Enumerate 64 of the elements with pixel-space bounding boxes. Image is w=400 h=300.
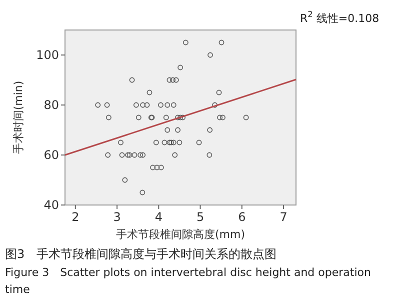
- point: [170, 77, 176, 83]
- point: [158, 164, 164, 170]
- point: [218, 40, 224, 46]
- point: [176, 140, 182, 146]
- point: [178, 114, 183, 120]
- caption: 图3 手术节段椎间隙高度与手术时间关系的散点图: [5, 247, 277, 261]
- y-axis-title: 手术时间(min): [12, 80, 25, 154]
- point: [162, 140, 168, 146]
- x-tick-label: 6: [238, 210, 246, 224]
- point: [178, 64, 183, 70]
- point: [170, 140, 176, 146]
- point: [158, 102, 164, 108]
- point: [163, 114, 169, 120]
- point: [173, 77, 179, 83]
- point: [180, 114, 186, 120]
- point: [104, 102, 110, 108]
- point: [154, 164, 160, 170]
- point: [140, 152, 146, 158]
- point: [164, 127, 170, 133]
- point: [243, 114, 249, 120]
- point: [129, 77, 135, 83]
- point: [122, 177, 128, 183]
- point: [212, 102, 218, 108]
- point: [146, 90, 152, 96]
- point: [106, 114, 112, 120]
- point: [183, 40, 188, 46]
- point: [144, 102, 150, 108]
- point: [133, 102, 139, 108]
- point: [119, 152, 125, 158]
- point: [150, 164, 156, 170]
- point: [140, 190, 146, 196]
- y-tick-label: 100: [36, 48, 59, 62]
- point: [138, 152, 144, 158]
- y-tick-label: 40: [44, 198, 59, 212]
- point: [196, 140, 202, 146]
- x-tick-label: 4: [154, 210, 162, 224]
- x-tick-label: 7: [280, 210, 288, 224]
- y-tick-label: 80: [44, 98, 59, 112]
- point: [175, 114, 180, 120]
- point: [172, 152, 178, 158]
- point: [164, 102, 170, 108]
- point: [132, 152, 138, 158]
- point: [175, 127, 180, 133]
- point: [220, 114, 226, 120]
- point: [105, 152, 111, 158]
- point: [95, 102, 101, 108]
- x-axis-title: 手术节段椎间隙高度(mm): [116, 228, 246, 241]
- point: [153, 140, 159, 146]
- point: [217, 114, 223, 120]
- text: R$^{2}$ 线性=0.108: [300, 9, 380, 25]
- point: [208, 52, 213, 58]
- y-tick-label: 60: [44, 148, 59, 162]
- x-tick-label: 2: [72, 210, 80, 224]
- point: [207, 127, 213, 133]
- point: [170, 102, 176, 108]
- point: [166, 77, 172, 83]
- x-tick-label: 3: [113, 210, 121, 224]
- point: [136, 114, 142, 120]
- point: [216, 90, 222, 96]
- caption: Figure 3 Scatter plots on intervertebral disc height and operation time: [5, 266, 371, 296]
- point: [118, 140, 124, 146]
- point: [206, 152, 212, 158]
- point: [140, 102, 146, 108]
- x-tick-label: 5: [196, 210, 204, 224]
